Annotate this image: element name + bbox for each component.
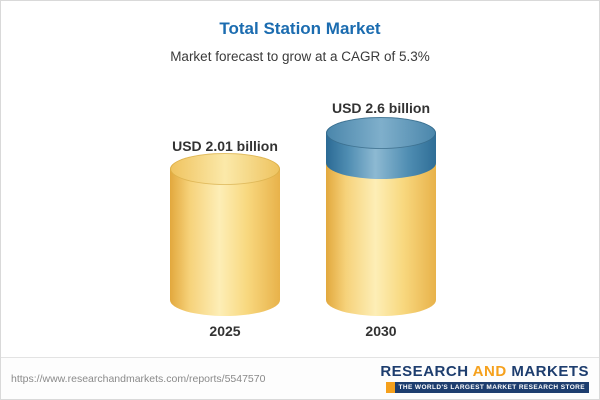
logo-gold-block: [385, 382, 395, 393]
bar-value-label-2025: USD 2.01 billion: [172, 138, 278, 154]
bar-2030-top: [326, 117, 436, 149]
logo-word-and: AND: [472, 363, 507, 380]
logo-tagline-strip: THE WORLD'S LARGEST MARKET RESEARCH STOR…: [385, 382, 589, 393]
logo-wordmark: RESEARCH AND MARKETS: [380, 364, 589, 379]
research-and-markets-logo: RESEARCH AND MARKETS THE WORLD'S LARGEST…: [380, 364, 589, 393]
bar-2025-body: [170, 169, 280, 316]
chart-subtitle: Market forecast to grow at a CAGR of 5.3…: [170, 49, 430, 64]
bar-value-label-2030: USD 2.6 billion: [331, 100, 430, 116]
x-axis-label-2025: 2025: [209, 323, 241, 339]
bar-2025-top: [170, 153, 280, 185]
x-axis-label-2030: 2030: [365, 323, 397, 339]
chart-title: Total Station Market: [219, 19, 381, 38]
logo-word-research: RESEARCH: [380, 363, 469, 380]
report-url: https://www.researchandmarkets.com/repor…: [11, 372, 266, 385]
footer: https://www.researchandmarkets.com/repor…: [1, 357, 599, 399]
logo-tagline-text: THE WORLD'S LARGEST MARKET RESEARCH STOR…: [394, 382, 589, 393]
logo-word-markets: MARKETS: [511, 363, 589, 380]
